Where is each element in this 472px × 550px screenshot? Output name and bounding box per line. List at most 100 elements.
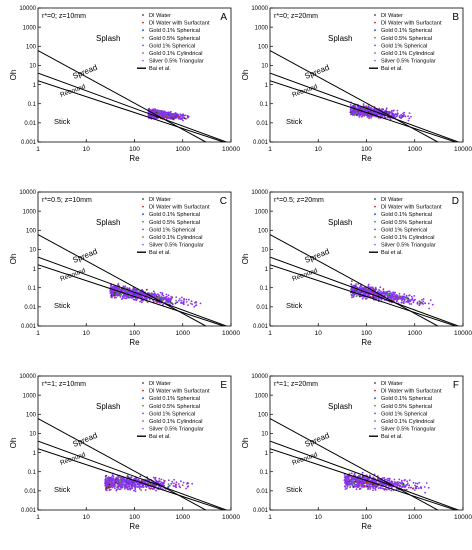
data-point [405, 484, 408, 486]
data-point [180, 301, 183, 304]
data-point [358, 479, 360, 482]
data-point [182, 481, 185, 484]
data-point [372, 111, 375, 114]
data-point [408, 294, 411, 297]
data-point [365, 485, 367, 488]
data-point [156, 301, 159, 304]
data-point [350, 283, 353, 285]
y-axis-label: Oh [9, 438, 18, 449]
data-point [398, 116, 401, 119]
y-tick-label: 0.001 [21, 140, 37, 146]
data-point [144, 481, 147, 484]
region-label-stick: Stick [54, 117, 71, 126]
legend-label: Silver 0.5% Triangular [381, 427, 436, 433]
legend-label: Silver 0.5% Triangular [149, 427, 204, 433]
data-point [181, 484, 184, 487]
data-point [403, 295, 405, 298]
data-point [155, 295, 158, 298]
legend-marker [374, 420, 376, 422]
data-point [134, 483, 137, 486]
data-point [119, 293, 122, 296]
legend-marker [142, 382, 144, 384]
data-point [352, 110, 355, 113]
data-point [394, 295, 397, 297]
legend-label: Bai et al. [149, 250, 171, 256]
data-point [183, 297, 185, 300]
data-point [401, 296, 403, 299]
region-label-stick: Stick [54, 301, 71, 310]
data-point [135, 481, 138, 484]
data-point [400, 301, 403, 304]
data-point [396, 109, 399, 112]
data-point [374, 489, 377, 491]
data-point [344, 478, 347, 481]
data-point [400, 113, 402, 116]
data-point [402, 483, 405, 485]
x-tick-label: 10 [83, 514, 91, 521]
regime-lines [38, 418, 227, 510]
data-point [372, 487, 375, 489]
data-point [160, 112, 162, 115]
data-point [406, 297, 408, 300]
x-tick-label: 10000 [454, 146, 472, 153]
data-point [348, 477, 350, 480]
data-point [179, 486, 182, 489]
data-point [414, 482, 417, 485]
data-point [407, 119, 410, 122]
legend-label: Bai et al. [381, 66, 403, 72]
region-label-splash: Splash [96, 402, 120, 411]
data-point [157, 112, 159, 115]
point-cloud [104, 472, 194, 493]
panel-title: r*=1; z=20mm [274, 381, 318, 388]
y-tick-label: 1 [33, 267, 37, 273]
data-point [350, 280, 353, 282]
legend-marker [374, 205, 376, 208]
data-point [182, 113, 184, 116]
data-point [353, 472, 356, 475]
legend-label: Silver 0.5% Triangular [381, 59, 436, 65]
data-point [385, 478, 388, 481]
data-point [356, 105, 359, 108]
data-point [410, 486, 412, 489]
data-point [104, 488, 107, 491]
data-point [392, 295, 394, 297]
data-point [160, 478, 163, 481]
data-point [381, 487, 384, 490]
data-point [362, 292, 365, 294]
legend-marker [374, 36, 376, 39]
data-point [351, 477, 354, 480]
data-point [431, 303, 434, 306]
y-tick-label: 0.001 [253, 508, 269, 514]
data-point [157, 294, 160, 297]
data-point [372, 483, 374, 486]
panel-f: 1 10 100 1000 10000 0.001 0.01 0.1 1 10 100 1000 100… [241, 374, 472, 531]
panel-letter: A [220, 12, 227, 23]
data-point [121, 297, 124, 300]
data-point [118, 483, 120, 486]
data-point [392, 483, 395, 485]
x-axis-label: Re [129, 522, 140, 531]
data-point [419, 486, 422, 488]
data-point [140, 489, 143, 491]
x-tick-label: 1 [36, 330, 40, 337]
boundary-spread-rebound [270, 256, 459, 326]
data-point [410, 303, 413, 305]
data-point [385, 107, 388, 110]
data-point [388, 478, 391, 480]
data-point [130, 481, 133, 484]
boundary-spread-rebound [38, 72, 227, 142]
region-label-spread: Spread [71, 63, 98, 81]
data-point [373, 480, 376, 483]
data-point [124, 285, 127, 288]
data-point [173, 113, 175, 116]
data-point [117, 476, 120, 478]
data-point [109, 486, 111, 488]
data-point [408, 303, 411, 305]
data-point [183, 117, 186, 119]
data-point [368, 107, 370, 109]
data-point [390, 486, 393, 489]
data-point [407, 298, 410, 301]
data-point [404, 485, 407, 488]
legend-label: Gold 0.1% Spherical [149, 28, 200, 34]
